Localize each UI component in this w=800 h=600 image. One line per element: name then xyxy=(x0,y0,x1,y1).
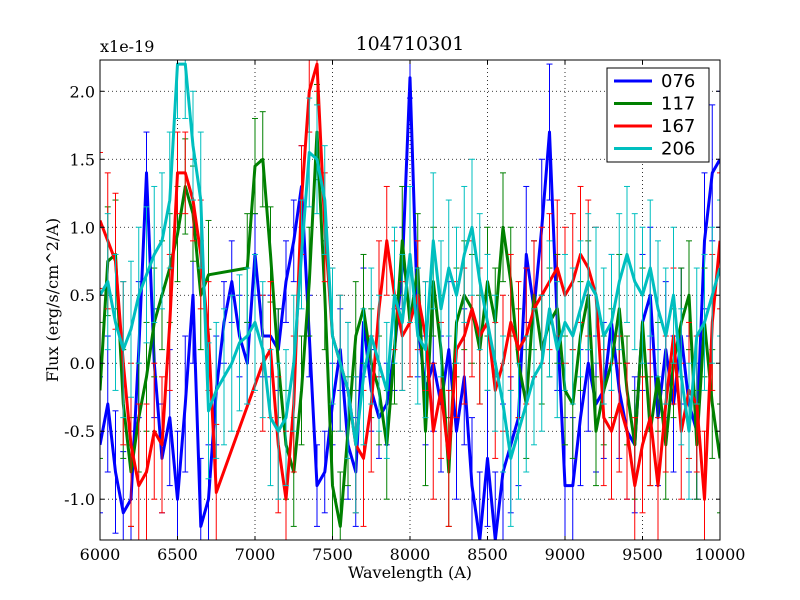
y-tick-label: -0.5 xyxy=(64,422,95,441)
series-line-167 xyxy=(100,62,720,501)
x-tick-label: 9500 xyxy=(622,545,663,564)
x-tick-label: 7500 xyxy=(312,545,353,564)
x-tick-label: 9000 xyxy=(545,545,586,564)
y-tick-label: 2.0 xyxy=(70,82,95,101)
y-tick-label: 1.5 xyxy=(70,150,95,169)
x-tick-label: 10000 xyxy=(695,545,746,564)
legend-box xyxy=(606,67,710,163)
chart-title: 104710301 xyxy=(356,33,465,55)
series-layer xyxy=(100,60,720,540)
y-axis-title: Flux (erg/s/cm^2/A) xyxy=(43,218,62,382)
x-tick-label: 6500 xyxy=(157,545,198,564)
legend-label-117: 117 xyxy=(661,94,695,115)
y-scale-label: x1e-19 xyxy=(100,37,154,56)
y-tick-label: 1.0 xyxy=(70,218,95,237)
y-tick-label: -1.0 xyxy=(64,490,95,509)
series-line-206 xyxy=(100,62,720,460)
axis-ticks: 6000 6500 7000 7500 8000 8500 9000 9500 10000 -1.… xyxy=(64,60,745,564)
x-tick-label: 7000 xyxy=(235,545,276,564)
x-tick-label: 8500 xyxy=(467,545,508,564)
x-axis-title: Wavelength (A) xyxy=(348,563,472,582)
legend-label-167: 167 xyxy=(661,116,695,137)
legend-label-076: 076 xyxy=(661,71,695,92)
y-tick-label: 0.0 xyxy=(70,354,95,373)
x-tick-label: 8000 xyxy=(390,545,431,564)
x-tick-label: 6000 xyxy=(80,545,121,564)
y-tick-label: 0.5 xyxy=(70,286,95,305)
series-206 xyxy=(100,60,720,527)
legend-label-206: 206 xyxy=(661,139,695,160)
series-line-076 xyxy=(100,76,720,540)
